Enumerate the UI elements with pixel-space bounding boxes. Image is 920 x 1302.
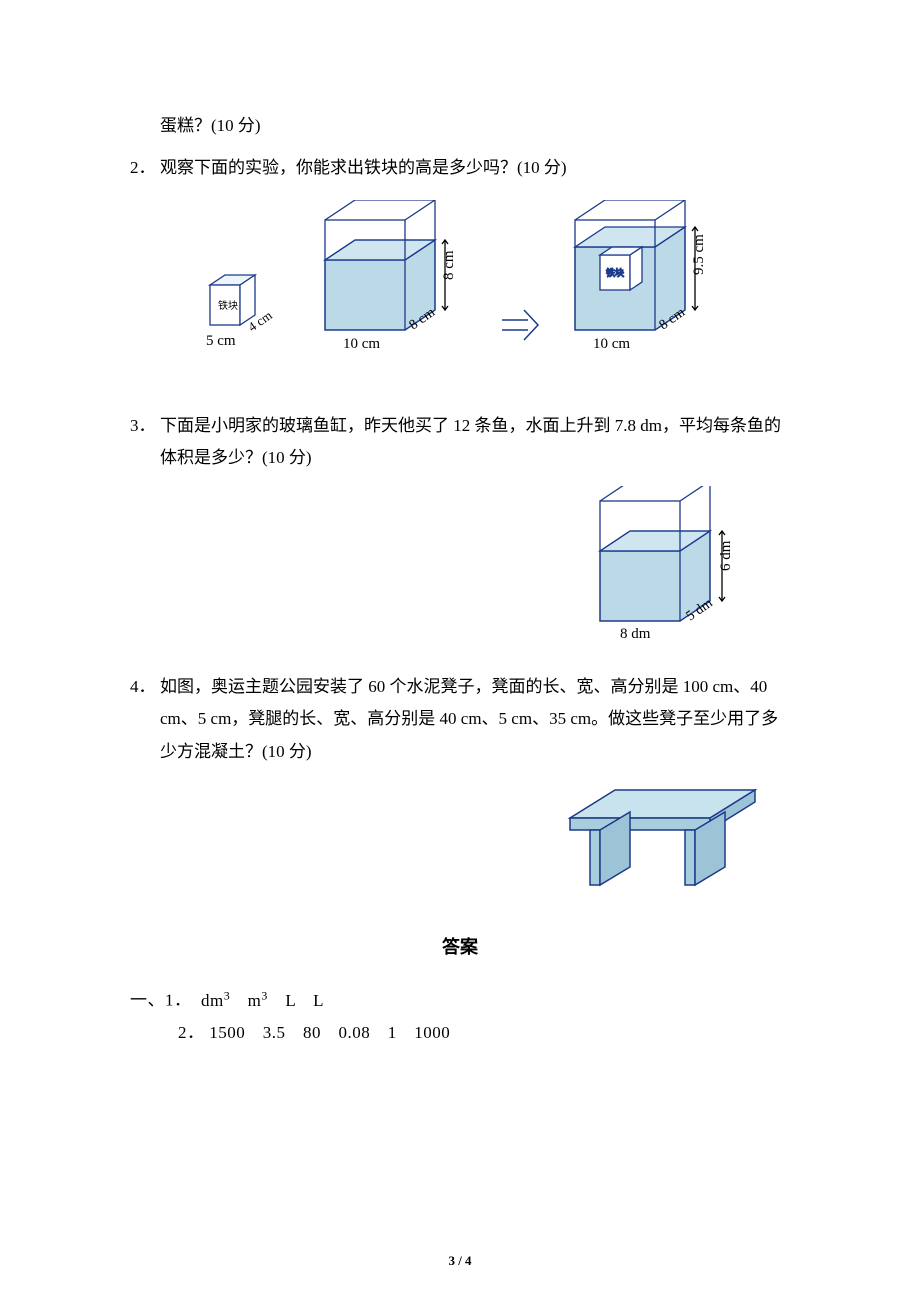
q2-text: 观察下面的实验，你能求出铁块的高是多少吗？(10 分) (160, 152, 790, 184)
fish-tank-width: 8 dm (620, 626, 651, 641)
tank-after-height: 9.5 cm (691, 233, 707, 274)
question-3: 3． 下面是小明家的玻璃鱼缸，昨天他买了 12 条鱼，水面上升到 7.8 dm，… (130, 410, 790, 475)
answer2-prefix: 2． (178, 1023, 205, 1042)
tank-before-diagram: 8 cm 10 cm 8 cm (315, 200, 475, 350)
question-4: 4． 如图，奥运主题公园安装了 60 个水泥凳子，凳面的长、宽、高分别是 100… (130, 671, 790, 768)
arrow-icon (500, 300, 540, 350)
q2-diagram: 铁块 5 cm 4 cm 8 cm 10 cm 8 c (130, 200, 790, 350)
bench-diagram (560, 780, 760, 900)
answers-heading: 答案 (130, 930, 790, 964)
q3-text: 下面是小明家的玻璃鱼缸，昨天他买了 12 条鱼，水面上升到 7.8 dm，平均每… (160, 410, 790, 475)
svg-text:铁块: 铁块 (606, 267, 624, 278)
tank-after-diagram: 铁块 9.5 cm 10 cm 8 cm (565, 200, 730, 350)
q2-number: 2． (130, 152, 160, 184)
answer1-items: dm3 m3 L L (201, 991, 324, 1010)
fish-tank-height: 6 dm (718, 540, 734, 571)
answer1-prefix: 一、1． (130, 991, 192, 1010)
iron-label: 铁块 (218, 299, 238, 312)
tank-before-height: 8 cm (441, 250, 457, 280)
iron-block-diagram: 铁块 5 cm 4 cm (190, 255, 290, 350)
q4-number: 4． (130, 671, 160, 768)
q4-diagram (130, 780, 760, 900)
answer2-items: 1500 3.5 80 0.08 1 1000 (209, 1023, 450, 1042)
answer-line-1: 一、1． dm3 m3 L L (130, 984, 790, 1017)
tank-before-width: 10 cm (343, 336, 380, 350)
q1-continuation: 蛋糕？(10 分) (160, 110, 790, 142)
page-footer: 3 / 4 (0, 1249, 920, 1274)
iron-base-label: 5 cm (206, 333, 236, 349)
q3-diagram: 6 dm 8 dm 5 dm (130, 486, 760, 641)
fish-tank-diagram: 6 dm 8 dm 5 dm (590, 486, 760, 641)
q4-text: 如图，奥运主题公园安装了 60 个水泥凳子，凳面的长、宽、高分别是 100 cm… (160, 671, 790, 768)
question-2: 2． 观察下面的实验，你能求出铁块的高是多少吗？(10 分) (130, 152, 790, 184)
q3-number: 3． (130, 410, 160, 475)
answer-line-2: 2． 1500 3.5 80 0.08 1 1000 (178, 1017, 790, 1049)
tank-after-width: 10 cm (593, 336, 630, 350)
